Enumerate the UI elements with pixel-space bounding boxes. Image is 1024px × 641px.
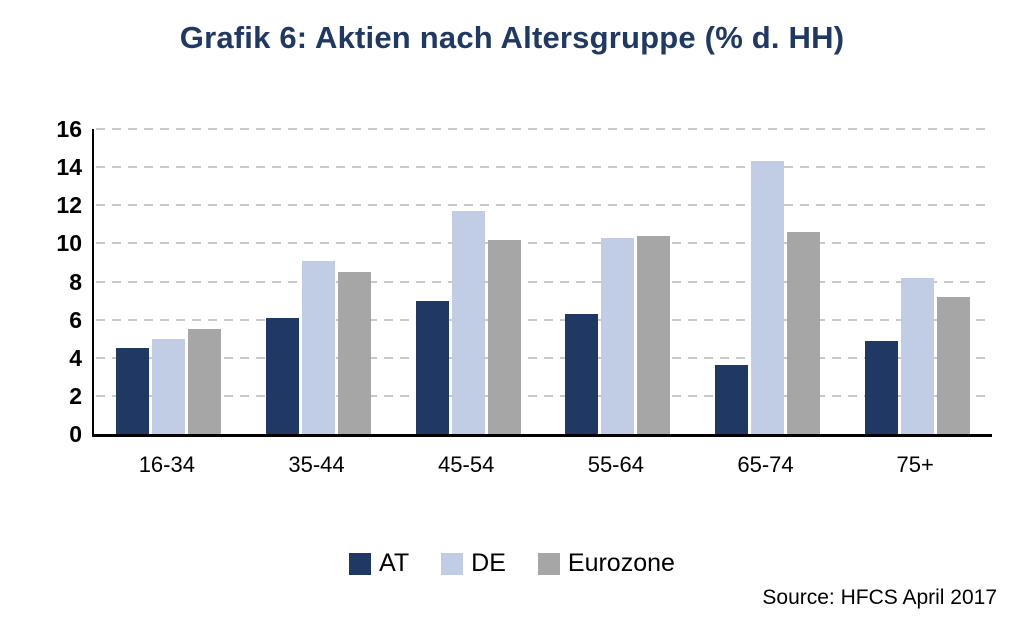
y-tick-label-14: 14 (56, 154, 82, 181)
gridline-y6 (96, 318, 992, 321)
x-axis-tick-labels: 16-34 35-44 45-54 55-64 65-74 75+ (92, 452, 990, 478)
y-tick-label-8: 8 (69, 268, 82, 295)
bar-group-45-54 (393, 129, 543, 434)
x-tick-label-65-74: 65-74 (737, 452, 794, 477)
bar-at-16-34 (116, 348, 150, 434)
bar-eurozone-75+ (936, 296, 970, 434)
bar-eurozone-65-74 (787, 231, 821, 434)
bar-group-75+ (842, 129, 992, 434)
gridline-y16 (96, 128, 992, 130)
bar-de-45-54 (451, 210, 485, 434)
gridline-y14 (96, 166, 992, 169)
bar-groups (94, 129, 992, 434)
legend-swatch-at (349, 552, 372, 575)
y-tick-label-2: 2 (69, 382, 82, 409)
source-note: Source: HFCS April 2017 (762, 586, 997, 609)
bar-eurozone-35-44 (338, 271, 371, 434)
x-tick-label-75+: 75+ (896, 452, 934, 477)
gridline-y8 (96, 280, 992, 283)
x-tick-label-45-54: 45-54 (438, 452, 495, 477)
x-tick-label-55-64: 55-64 (587, 452, 644, 477)
bar-eurozone-16-34 (188, 329, 222, 434)
bar-group-55-64 (543, 129, 693, 434)
legend-label-de: DE (471, 549, 506, 577)
gridline-y10 (96, 242, 992, 245)
bar-de-55-64 (601, 237, 635, 434)
legend-item-at: AT (349, 549, 409, 578)
gridline-y4 (96, 356, 992, 359)
bar-group-16-34 (94, 129, 244, 434)
y-tick-label-12: 12 (56, 192, 82, 219)
legend-swatch-eurozone (537, 552, 560, 575)
x-tick-label-16-34: 16-34 (138, 452, 195, 477)
bar-eurozone-45-54 (487, 239, 521, 434)
bar-de-16-34 (152, 338, 186, 434)
bar-at-65-74 (715, 365, 749, 434)
legend-label-eurozone: Eurozone (567, 549, 675, 577)
gridline-y12 (96, 204, 992, 207)
plot-area (92, 128, 992, 437)
x-tick-label-35-44: 35-44 (288, 452, 345, 477)
legend: AT DE Eurozone (0, 549, 1024, 578)
legend-item-eurozone: Eurozone (537, 549, 675, 578)
y-tick-label-0: 0 (69, 421, 82, 447)
bar-group-35-44 (244, 129, 394, 434)
legend-item-de: DE (441, 549, 506, 578)
bar-group-65-74 (693, 129, 843, 434)
bar-at-45-54 (415, 300, 449, 434)
gridline-y2 (96, 394, 992, 397)
bar-de-65-74 (751, 161, 785, 434)
bar-at-75+ (864, 340, 898, 434)
chart-title: Grafik 6: Aktien nach Altersgruppe (% d.… (179, 20, 845, 55)
y-tick-label-4: 4 (69, 344, 82, 371)
y-tick-label-16: 16 (56, 116, 82, 142)
y-axis-tick-labels: 0 2 4 6 8 10 12 14 16 (26, 118, 82, 446)
bar-de-75+ (900, 277, 934, 434)
legend-swatch-de (441, 552, 464, 575)
y-tick-label-10: 10 (56, 230, 82, 257)
bar-eurozone-55-64 (637, 235, 671, 434)
y-tick-label-6: 6 (69, 306, 82, 333)
legend-label-at: AT (379, 549, 410, 577)
bar-at-35-44 (266, 317, 299, 434)
bar-de-35-44 (302, 260, 335, 434)
bar-at-55-64 (565, 313, 599, 434)
